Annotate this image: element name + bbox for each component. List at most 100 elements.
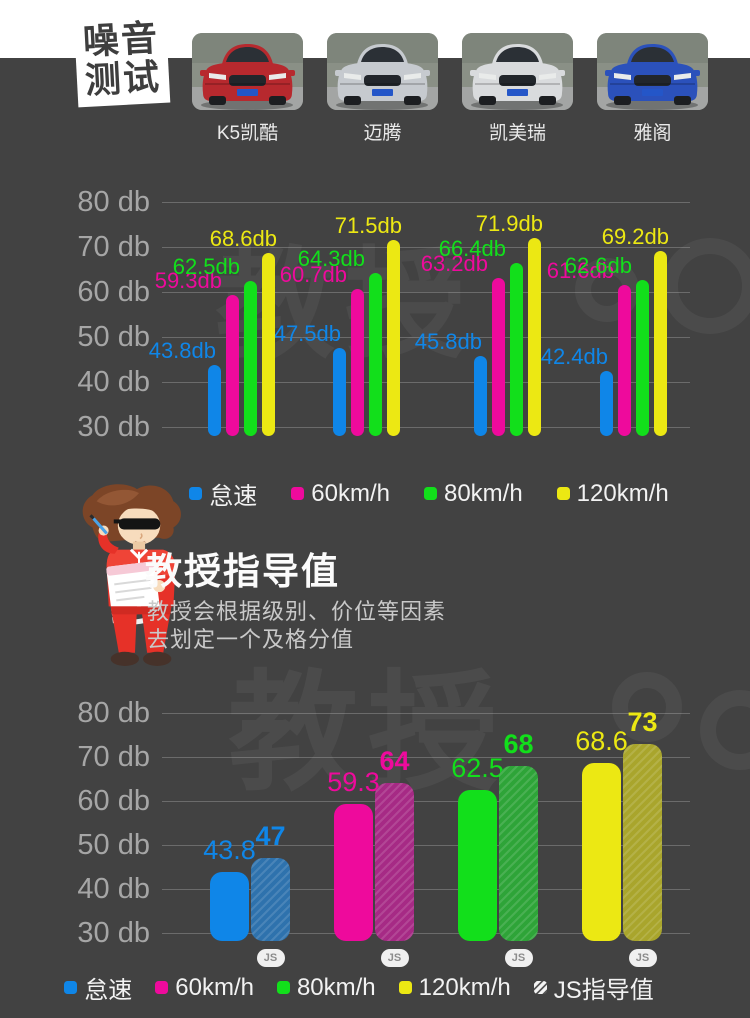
car-photo: [327, 33, 438, 110]
bar: [617, 284, 631, 436]
bar-value-label: 71.9db: [475, 211, 543, 237]
legend-swatch: [276, 981, 290, 994]
y-axis-label: 30 db: [77, 917, 150, 949]
car-illustration: [597, 33, 708, 110]
y-axis-label: 40 db: [77, 873, 150, 905]
bar-value-label: 61.6db: [546, 257, 614, 283]
bar-value-label: 47: [255, 821, 286, 852]
grid-line: [162, 202, 690, 203]
bar-value-label: 68: [503, 728, 534, 759]
bar: [368, 272, 382, 436]
js-guide-badge: JS: [628, 949, 657, 967]
y-axis-label: 40 db: [77, 366, 150, 398]
legend-swatch: [398, 981, 412, 994]
sunglasses: [118, 518, 161, 530]
grid-line: [162, 382, 690, 383]
legend-label: 80km/h: [296, 973, 376, 1001]
bar: [243, 280, 257, 436]
bar-value-label: 73: [627, 706, 658, 737]
legend-label: 怠速: [209, 483, 258, 510]
y-axis-label: 30 db: [77, 411, 150, 443]
grid-line: [162, 337, 690, 338]
car-card: 迈腾: [327, 33, 438, 145]
bar-value-label: 43.8: [203, 835, 256, 866]
bar: [251, 858, 290, 941]
y-axis-label: 50 db: [77, 321, 150, 353]
legend-label: JS指导值: [553, 977, 654, 1004]
legend-item: 80km/h: [423, 479, 523, 508]
bar-value-label: 42.4db: [540, 344, 608, 370]
bar-value-label: 69.2db: [601, 223, 669, 249]
legend-item: JS指导值: [533, 970, 654, 1005]
car-label: K5凯酷: [216, 123, 279, 144]
y-axis-label: 70 db: [77, 741, 150, 773]
js-guide-badge: JS: [504, 949, 533, 967]
y-axis-label: 80 db: [77, 186, 150, 218]
bar-value-label: 62.6db: [564, 253, 632, 279]
bar-value-label: 62.5: [451, 753, 504, 783]
watermark-ring: [700, 690, 750, 770]
legend-label: 80km/h: [443, 479, 523, 507]
bar: [499, 765, 538, 941]
bar-value-label: 64: [379, 746, 410, 777]
y-axis-label: 70 db: [77, 231, 150, 263]
bar: [458, 790, 497, 941]
grid-line: [162, 427, 690, 428]
bar-value-label: 64.3db: [297, 245, 365, 271]
bar: [350, 288, 364, 436]
bar: [334, 804, 373, 941]
bar-value-label: 63.2db: [420, 250, 488, 276]
car-label: 凯美瑞: [488, 123, 546, 144]
legend-item: 120km/h: [398, 973, 511, 1002]
legend-swatch: [189, 487, 203, 500]
car-label: 雅阁: [633, 123, 672, 144]
legend-item: 80km/h: [276, 973, 376, 1002]
legend-swatch: [291, 487, 305, 500]
y-axis-label: 50 db: [77, 829, 150, 861]
bar: [375, 783, 414, 941]
car-illustration: [462, 33, 573, 110]
js-guide-badge: JS: [256, 949, 285, 967]
bar: [207, 364, 221, 436]
legend-swatch: [533, 981, 547, 994]
grid-line: [162, 292, 690, 293]
legend-label: 120km/h: [418, 973, 511, 1001]
bar-value-label: 68.6db: [209, 226, 277, 252]
legend-swatch: [64, 981, 78, 994]
watermark-text: 教授: [215, 238, 475, 372]
bar: [261, 253, 275, 436]
bar: [635, 280, 649, 436]
grid-line: [162, 933, 690, 934]
legend-swatch: [423, 487, 437, 500]
bar-value-label: 68.6: [575, 726, 628, 757]
y-axis-label: 60 db: [77, 785, 150, 817]
car-photo: [597, 33, 708, 110]
legend-item: 60km/h: [155, 974, 254, 1002]
legend-item: 怠速: [189, 476, 257, 511]
bar: [386, 240, 400, 436]
legend-label: 怠速: [84, 977, 133, 1004]
bar: [582, 763, 621, 941]
bar: [623, 743, 662, 941]
car-card: 凯美瑞: [462, 33, 573, 145]
bar-value-label: 43.8db: [148, 337, 216, 363]
professor-cartoon: [82, 484, 181, 666]
grid-line: [162, 801, 690, 802]
bar-value-label: 47.5db: [273, 321, 341, 347]
car-illustration: [327, 33, 438, 110]
section-desc-line2: 去划定一个及格分值: [147, 627, 355, 652]
bar: [527, 238, 541, 436]
bar-value-label: 59.3db: [154, 268, 222, 294]
bar-value-label: 59.3: [327, 767, 380, 798]
bar-value-label: 71.5db: [334, 213, 402, 239]
bar-value-label: 45.8db: [414, 328, 482, 354]
watermark-text: 教授: [228, 660, 509, 806]
bar-value-label: 60.7db: [279, 261, 347, 287]
chart2-legend: 怠速 60km/h 80km/h 120km/h JS指导值: [0, 970, 734, 1005]
y-axis-label: 80 db: [77, 697, 150, 729]
professor-illustration: [62, 481, 212, 671]
car-label: 迈腾: [363, 123, 402, 144]
bar: [509, 263, 523, 436]
